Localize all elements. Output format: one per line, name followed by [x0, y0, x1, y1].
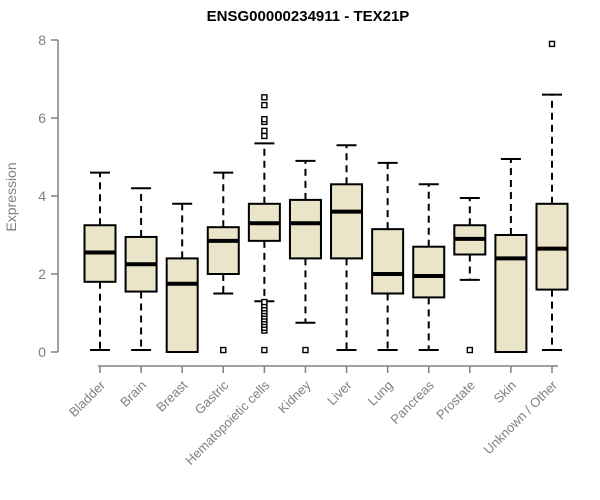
outlier-point-hematopoietic-cells: [261, 94, 268, 101]
boxplot-box-kidney: [288, 198, 322, 260]
y-tick-label: 4: [38, 188, 46, 204]
boxplot-box-gastric: [206, 226, 240, 275]
y-tick-label: 2: [38, 266, 46, 282]
boxplot-box-lung: [371, 228, 405, 295]
x-tick-label-lung: Lung: [365, 378, 396, 409]
x-tick-label-liver: Liver: [324, 377, 355, 408]
outlier-point-prostate: [466, 346, 474, 354]
outlier-point-hematopoietic-cells: [261, 127, 268, 135]
x-tick-label-gastric: Gastric: [192, 377, 232, 417]
x-tick-label-brain: Brain: [117, 378, 149, 410]
outlier-point-hematopoietic-cells: [261, 346, 268, 354]
outlier-point-hematopoietic-cells: [261, 101, 268, 109]
x-tick-label-skin: Skin: [491, 378, 519, 406]
boxplot-box-liver: [330, 183, 364, 260]
outlier-point-hematopoietic-cells: [261, 115, 268, 123]
y-tick-label: 8: [38, 32, 46, 48]
x-tick-label-pancreas: Pancreas: [387, 377, 437, 427]
y-axis-label: Expression: [3, 162, 19, 231]
boxplot-box-pancreas: [412, 245, 446, 299]
x-tick-label-breast: Breast: [153, 377, 190, 414]
boxplot-box-skin: [494, 234, 528, 353]
boxplot-box-breast: [165, 257, 199, 353]
y-tick-label: 6: [38, 110, 46, 126]
x-tick-label-bladder: Bladder: [66, 377, 109, 420]
chart-title: ENSG00000234911 - TEX21P: [207, 8, 410, 25]
x-tick-label-kidney: Kidney: [275, 377, 314, 416]
outlier-point-gastric: [220, 346, 227, 354]
outlier-point-unknown-other: [548, 40, 556, 48]
x-tick-label-unknown-other: Unknown / Other: [481, 377, 561, 457]
y-tick-label: 0: [38, 344, 46, 360]
outlier-point-kidney: [302, 346, 309, 354]
x-tick-label-prostate: Prostate: [433, 378, 478, 423]
outlier-point-hematopoietic-cells: [261, 132, 268, 140]
outlier-point-hematopoietic-cells: [261, 298, 268, 306]
